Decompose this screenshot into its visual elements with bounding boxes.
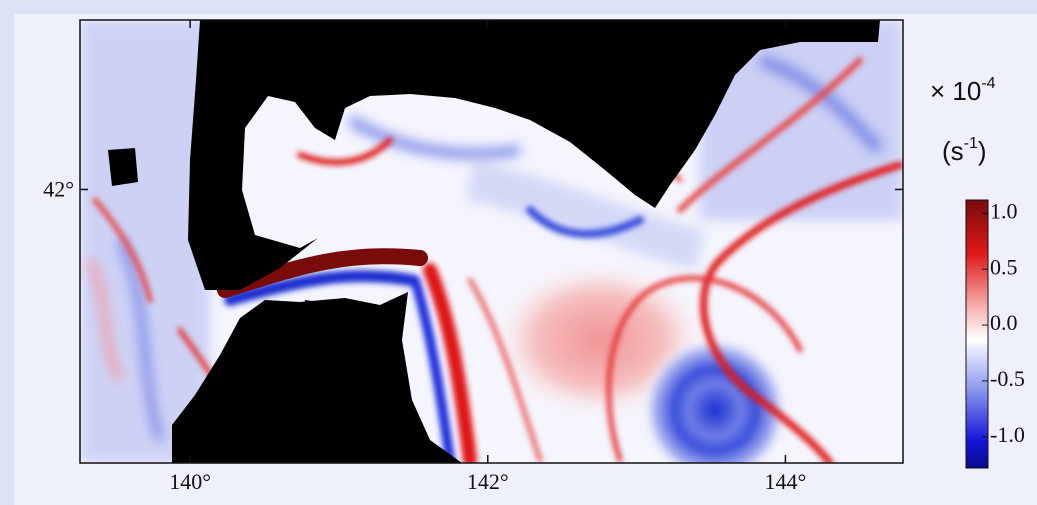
colorbar bbox=[966, 200, 988, 468]
x-tick-label: 144° bbox=[765, 469, 807, 494]
colorbar-tick-label: -0.5 bbox=[990, 366, 1025, 391]
figure: × 10-4 (s-1) 140° 142° 144° 42° 1.0 0.5 0.0 -0.… bbox=[0, 0, 1037, 505]
unit-prefix-base: × 10 bbox=[930, 76, 981, 106]
x-tick-label: 142° bbox=[467, 469, 509, 494]
unit-base: (s bbox=[942, 136, 964, 166]
colorbar-tick-label: 0.5 bbox=[990, 254, 1018, 279]
x-tick-label: 140° bbox=[169, 469, 211, 494]
unit-exponent: -1 bbox=[964, 135, 978, 152]
unit-suffix: ) bbox=[978, 136, 987, 166]
colorbar-tick-label: -1.0 bbox=[990, 422, 1025, 447]
unit-prefix-exponent: -4 bbox=[981, 75, 995, 92]
y-tick-label: 42° bbox=[43, 176, 74, 201]
colorbar-tick-label: 0.0 bbox=[990, 310, 1018, 335]
colorbar-tick-label: 1.0 bbox=[990, 198, 1018, 223]
